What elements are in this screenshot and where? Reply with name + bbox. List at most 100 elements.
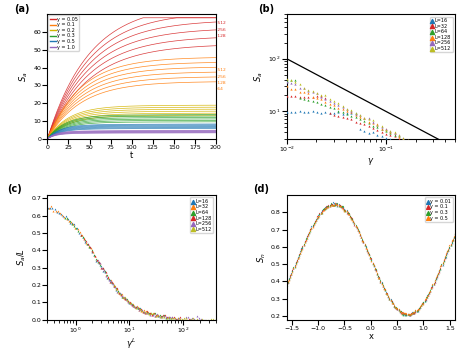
Point [374,127,381,133]
Point [393,305,401,311]
Point [313,93,320,98]
Point [337,203,345,209]
Point [325,204,332,209]
Point [449,237,456,243]
Point [308,226,315,231]
Point [64,216,72,222]
Point [391,131,399,136]
Point [365,251,373,257]
Point [112,285,119,291]
Point [201,317,209,322]
Point [401,312,409,318]
Point [175,316,183,321]
Point [421,147,428,153]
Point [285,277,292,282]
Point [365,130,373,136]
Point [330,202,338,208]
Point [446,242,453,248]
Point [451,164,459,170]
Point [304,110,312,115]
Point [414,306,421,312]
Point [300,86,308,91]
Point [402,311,410,316]
Point [375,274,383,279]
Point [428,284,436,290]
Point [169,315,177,320]
Point [397,308,405,314]
Point [89,249,97,255]
Point [441,255,449,261]
Point [317,210,324,215]
Point [300,110,308,115]
Point [441,255,449,260]
Point [309,108,316,114]
Point [348,216,356,222]
Point [130,303,137,308]
Point [291,264,298,269]
Point [364,250,372,255]
Point [114,290,122,295]
Point [438,262,445,268]
Point [357,234,365,240]
Point [289,267,296,273]
Point [439,260,447,266]
Point [371,266,379,272]
Point [335,109,342,115]
Point [284,279,292,285]
Point [443,158,450,163]
Point [425,290,433,295]
Point [365,252,373,258]
Point [447,241,454,247]
Point [356,114,364,120]
Point [351,220,358,226]
Point [142,310,150,316]
Point [114,288,122,294]
Point [417,145,424,151]
Point [391,132,399,138]
Point [96,260,104,266]
Point [369,261,376,267]
Point [87,246,94,251]
Point [347,216,355,222]
Point [386,296,393,302]
Point [330,98,338,104]
Point [334,203,341,208]
Point [170,314,178,320]
Point [149,311,157,316]
Point [74,226,82,232]
Point [347,215,355,221]
Point [283,281,291,286]
Point [372,268,380,274]
Legend: y = 0.01, y = 0.1, y = 0.3, y = 0.5: y = 0.01, y = 0.1, y = 0.3, y = 0.5 [425,197,453,222]
Point [416,303,424,308]
Point [443,250,451,256]
Point [391,138,399,143]
Point [91,252,98,258]
Point [287,271,295,276]
Point [322,97,329,102]
Point [374,124,381,130]
Text: 512: 512 [216,68,226,72]
Point [304,94,312,100]
Point [195,315,202,321]
Point [102,269,109,275]
Point [349,218,357,224]
Point [316,212,323,217]
Point [316,213,323,218]
Point [322,205,330,211]
Point [319,206,327,212]
Point [150,310,157,316]
Point [158,313,166,319]
Point [440,257,447,263]
Point [328,202,336,207]
Point [317,209,324,215]
Point [207,316,214,322]
Point [370,263,377,268]
Point [451,162,459,167]
Point [333,201,340,206]
Point [307,226,314,232]
Point [99,266,106,271]
Point [326,99,334,104]
Point [333,201,340,207]
Point [430,280,438,286]
